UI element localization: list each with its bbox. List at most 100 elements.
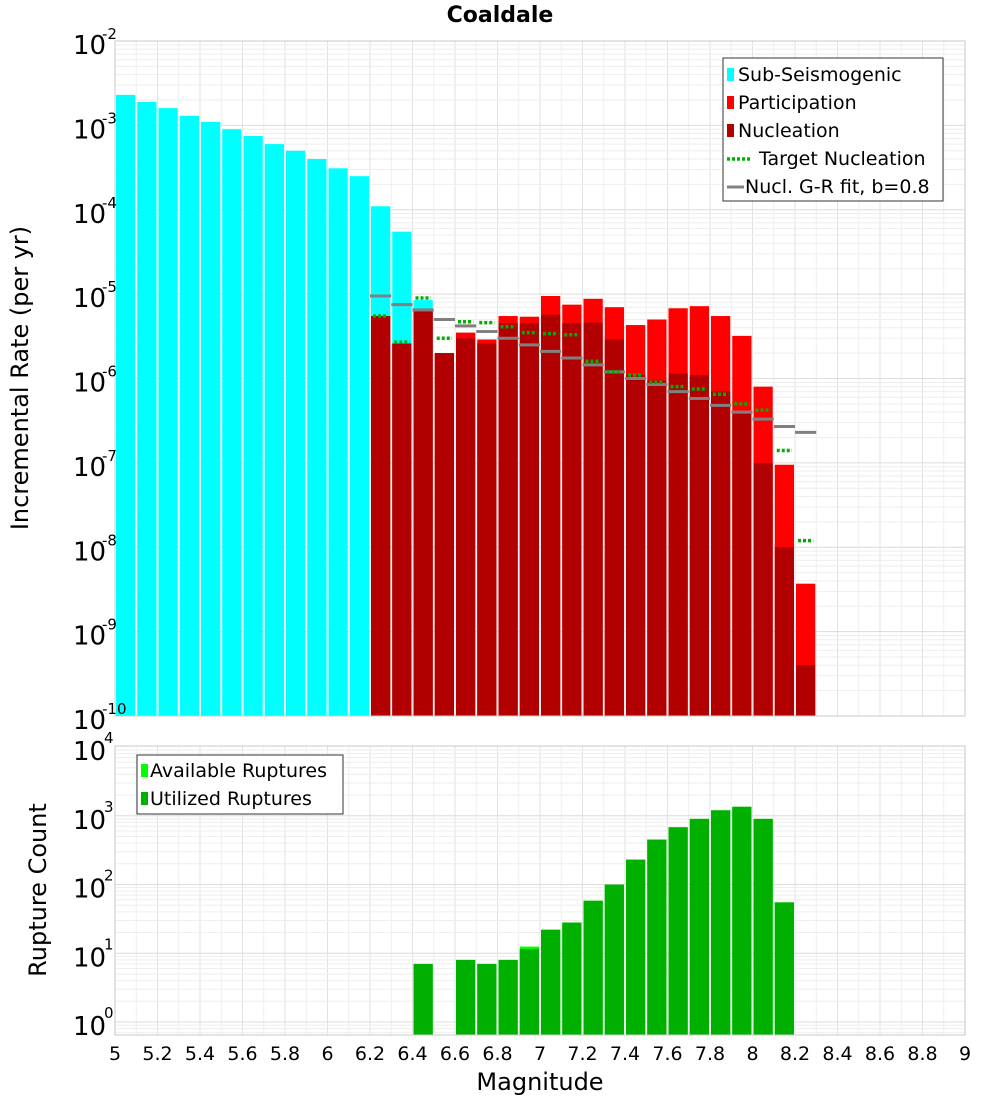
- nucleation-bar: [711, 391, 731, 716]
- y-tick-base: 10: [73, 115, 106, 145]
- y-tick-exponent: 2: [104, 867, 114, 885]
- legend-box: [136, 754, 344, 815]
- nucleation-bar: [371, 316, 391, 716]
- y-tick-base: 10: [73, 537, 106, 567]
- legend-swatch: [727, 68, 734, 81]
- chart-title: Coaldale: [447, 3, 554, 28]
- nucleation-bar: [732, 412, 752, 716]
- y-tick-base: 10: [73, 737, 106, 767]
- x-tick-label: 6: [321, 1043, 333, 1065]
- legend-swatch: [141, 792, 148, 805]
- sub-seismogenic-bar: [201, 121, 221, 716]
- nucleation-bar: [647, 380, 667, 716]
- y-tick-label: 10-9: [73, 616, 117, 652]
- y-tick-exponent: -7: [102, 447, 117, 465]
- nucleation-bar: [413, 311, 433, 716]
- x-tick-label: 8.4: [822, 1043, 852, 1065]
- x-tick-label: 8.8: [907, 1043, 937, 1065]
- sub-seismogenic-bar: [222, 129, 242, 717]
- y-tick-exponent: -6: [102, 363, 117, 381]
- y-tick-exponent: -10: [102, 700, 127, 718]
- x-tick-label: 7.8: [695, 1043, 725, 1065]
- x-tick-label: 6.6: [440, 1043, 470, 1065]
- sub-seismogenic-bar: [286, 150, 306, 716]
- bottom-bars: [413, 806, 794, 1035]
- nucleation-bar: [774, 547, 794, 716]
- bottom-legend: Available Ruptures Utilized Ruptures: [136, 754, 344, 815]
- sub-seismogenic-bar: [264, 144, 284, 716]
- utilized-ruptures-bar: [604, 884, 624, 1035]
- x-axis-label: Magnitude: [476, 1068, 603, 1096]
- nucleation-bar: [562, 323, 582, 716]
- y-tick-label: 100: [73, 1004, 114, 1042]
- nucleation-bar: [477, 343, 497, 716]
- utilized-ruptures-bar: [689, 818, 709, 1035]
- x-tick-label: 6.4: [397, 1043, 427, 1065]
- top-lines: [370, 294, 817, 543]
- sub-seismogenic-bar: [349, 176, 369, 716]
- y-tick-label: 10-5: [73, 278, 117, 314]
- y-tick-base: 10: [73, 284, 106, 314]
- legend-label: Participation: [738, 92, 857, 114]
- x-tick-label: 5.6: [227, 1043, 257, 1065]
- x-tick-label: 6.8: [482, 1043, 512, 1065]
- top-plot-frame: [114, 40, 966, 717]
- x-tick-label: 9: [959, 1043, 971, 1065]
- nucleation-bar: [796, 665, 816, 716]
- y-tick-base: 10: [73, 706, 106, 736]
- y-tick-label: 103: [73, 798, 114, 836]
- legend-label: Nucleation: [738, 120, 840, 142]
- sub-seismogenic-bar: [243, 135, 263, 717]
- nucleation-bar: [626, 375, 646, 716]
- x-tick-label: 7: [534, 1043, 546, 1065]
- x-tick-label: 8.6: [865, 1043, 895, 1065]
- y-tick-exponent: 0: [104, 1004, 114, 1022]
- y-tick-base: 10: [73, 369, 106, 399]
- y-tick-exponent: -9: [102, 616, 117, 634]
- top-y-axis-label: Incremental Rate (per yr): [6, 226, 34, 530]
- utilized-ruptures-bar: [626, 859, 646, 1035]
- y-tick-base: 10: [73, 875, 106, 905]
- utilized-ruptures-bar: [774, 902, 794, 1035]
- utilized-ruptures-bar: [753, 818, 773, 1035]
- sub-seismogenic-bar: [307, 158, 327, 717]
- nucleation-bar: [668, 373, 688, 716]
- x-ticks: 5 5.2 5.4 5.6 5.8 6 6.2 6.4 6.6 6.8 7 7.2 7.4 7.6 7.8 8…: [109, 1043, 971, 1065]
- y-tick-exponent: 1: [104, 935, 114, 953]
- y-tick-exponent: -2: [102, 25, 117, 43]
- utilized-ruptures-bar: [477, 963, 497, 1035]
- y-tick-label: 102: [73, 867, 114, 905]
- y-tick-label: 101: [73, 935, 114, 973]
- y-tick-base: 10: [73, 622, 106, 652]
- y-tick-label: 104: [73, 729, 114, 767]
- y-tick-label: 10-3: [73, 109, 117, 145]
- nucleation-bar: [392, 343, 412, 716]
- legend-swatch: [727, 124, 734, 137]
- sub-seismogenic-bar: [328, 168, 348, 716]
- utilized-ruptures-bar: [732, 806, 752, 1035]
- bottom-y-axis-label: Rupture Count: [24, 803, 52, 977]
- x-tick-label: 5.2: [142, 1043, 172, 1065]
- nucleation-bar: [604, 339, 624, 716]
- legend-box: [722, 57, 944, 202]
- utilized-ruptures-bar: [541, 929, 561, 1035]
- y-tick-label: 10-8: [73, 531, 117, 567]
- utilized-ruptures-bar: [498, 959, 518, 1035]
- y-tick-exponent: -3: [102, 109, 117, 127]
- y-tick-base: 10: [73, 31, 106, 61]
- utilized-ruptures-bar: [711, 810, 731, 1035]
- legend-swatch: [727, 96, 734, 109]
- nucleation-bar: [541, 314, 561, 716]
- x-tick-label: 8: [746, 1043, 758, 1065]
- x-tick-label: 5: [109, 1043, 121, 1065]
- nucleation-bar: [583, 322, 603, 716]
- top-bars: [116, 94, 816, 717]
- y-tick-base: 10: [73, 200, 106, 230]
- nucleation-bar: [456, 338, 476, 716]
- utilized-ruptures-bar: [647, 839, 667, 1035]
- legend-label: Utilized Ruptures: [150, 788, 312, 810]
- nucleation-bar: [498, 323, 518, 716]
